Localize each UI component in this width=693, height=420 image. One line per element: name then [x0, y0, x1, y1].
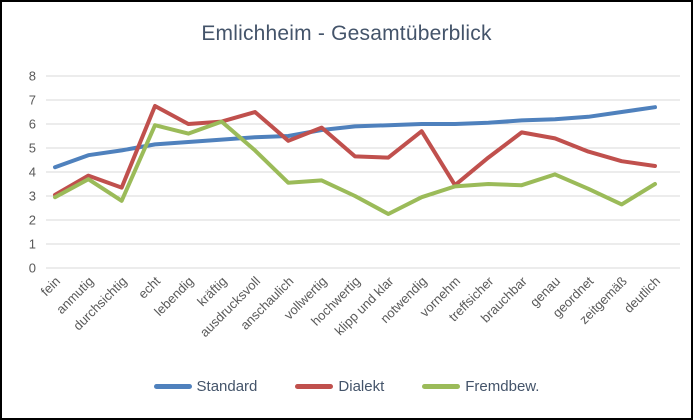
legend-label-standard: Standard: [196, 378, 258, 395]
chart-title: Emlichheim - Gesamtüberblick: [201, 22, 492, 45]
series-line-dialekt[interactable]: [53, 104, 657, 197]
chart-legend: Standard Dialekt Fremdbew.: [2, 378, 691, 395]
y-axis-tick-label: 7: [29, 93, 36, 108]
y-axis-tick-label: 1: [29, 237, 36, 252]
x-axis-category-label: echt: [135, 273, 163, 301]
y-axis-tick-label: 6: [29, 117, 36, 132]
x-axis-category-label: deutlich: [621, 274, 663, 316]
dialekt-series-swatch-icon: [295, 384, 334, 389]
standard-series-swatch-icon: [153, 384, 192, 389]
legend-item-fremdbew[interactable]: Fremdbew.: [422, 378, 539, 395]
legend-item-dialekt[interactable]: Dialekt: [295, 378, 384, 395]
y-axis-tick-label: 4: [29, 165, 36, 180]
fremdbew-series-swatch-icon: [422, 384, 461, 389]
y-axis-tick-label: 8: [29, 69, 36, 84]
series-line-standard[interactable]: [53, 105, 657, 170]
series-line-fremdbew[interactable]: [53, 119, 657, 216]
y-axis-tick-label: 2: [29, 213, 36, 228]
legend-label-fremdbew: Fremdbew.: [465, 378, 540, 395]
y-axis-tick-label: 5: [29, 141, 36, 156]
x-axis-category-label: fein: [38, 274, 63, 299]
y-axis-tick-label: 3: [29, 189, 36, 204]
legend-label-dialekt: Dialekt: [338, 378, 385, 395]
y-axis-tick-label: 0: [29, 261, 36, 276]
legend-item-standard[interactable]: Standard: [153, 378, 258, 395]
